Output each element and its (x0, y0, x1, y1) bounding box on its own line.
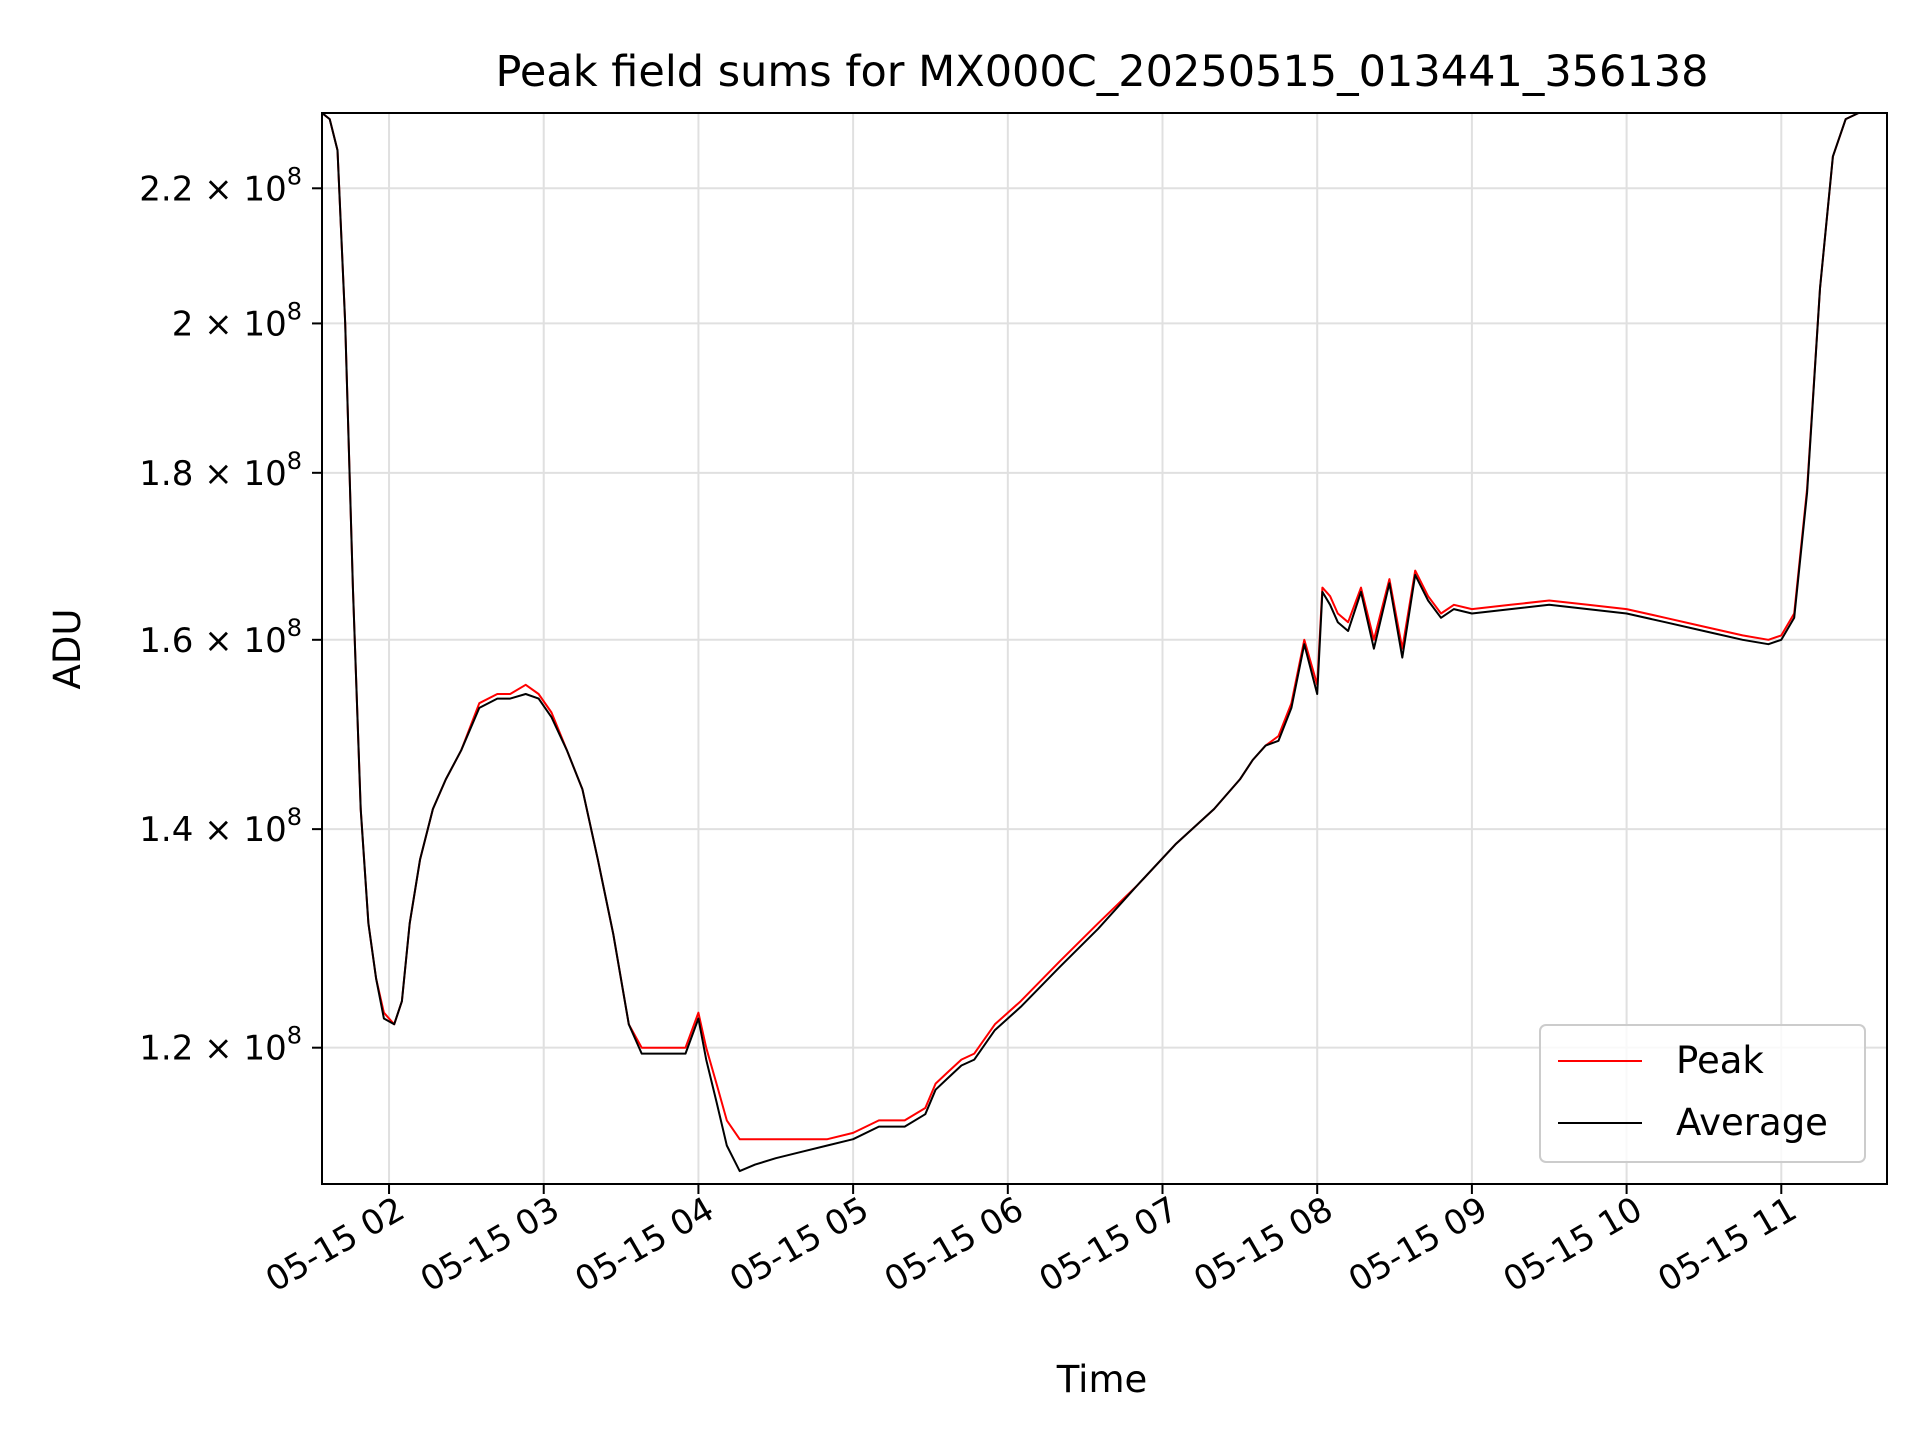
y-tick-label: 2 × 108 (172, 297, 302, 344)
y-tick-exponent: 8 (287, 297, 302, 325)
y-tick-label: 2.2 × 108 (139, 162, 302, 209)
y-tick-exponent: 8 (287, 1022, 302, 1050)
y-tick-mantissa: 1.6 × 10 (139, 621, 286, 661)
y-tick-exponent: 8 (287, 803, 302, 831)
y-tick-label: 1.6 × 108 (139, 614, 302, 661)
y-tick-label: 1.4 × 108 (139, 803, 302, 850)
legend-label-average: Average (1676, 1101, 1828, 1144)
x-tick-label: 05-15 05 (723, 1189, 875, 1300)
y-tick-exponent: 8 (287, 162, 302, 190)
x-tick-label: 05-15 03 (414, 1189, 566, 1300)
y-tick-label: 1.2 × 108 (139, 1022, 302, 1069)
legend: Peak Average (1539, 1024, 1866, 1163)
chart-title: Peak field sums for MX000C_20250515_0134… (496, 47, 1709, 97)
legend-label-peak: Peak (1676, 1039, 1764, 1082)
plot-frame (321, 112, 1888, 1185)
x-tick-label: 05-15 04 (569, 1189, 721, 1300)
y-tick-exponent: 8 (287, 447, 302, 475)
y-tick-mantissa: 2 × 10 (172, 304, 287, 344)
x-tick-label: 05-15 08 (1187, 1189, 1339, 1300)
y-tick-mantissa: 1.2 × 10 (139, 1029, 286, 1069)
y-tick-mantissa: 2.2 × 10 (139, 169, 286, 209)
x-tick-label: 05-15 07 (1033, 1189, 1185, 1300)
series-line-peak (322, 113, 1885, 1141)
y-axis-label: ADU (46, 609, 89, 690)
legend-box (1539, 1024, 1866, 1163)
x-tick-label: 05-15 10 (1497, 1189, 1649, 1300)
x-tick-label: 05-15 11 (1651, 1189, 1803, 1300)
y-tick-mantissa: 1.4 × 10 (139, 810, 286, 850)
x-ticks: 05-15 02 05-15 03 05-15 04 05-15 05 05-15 06… (259, 1184, 1804, 1300)
x-tick-label: 05-15 06 (878, 1189, 1030, 1300)
y-tick-label: 1.8 × 108 (139, 447, 302, 494)
plot-lines (322, 113, 1885, 1173)
x-tick-label: 05-15 02 (259, 1189, 411, 1300)
x-tick-label: 05-15 09 (1342, 1189, 1494, 1300)
y-tick-exponent: 8 (287, 614, 302, 642)
series-line-average (322, 113, 1885, 1173)
y-tick-mantissa: 1.8 × 10 (139, 454, 286, 494)
grid (322, 113, 1887, 1184)
x-axis-label: Time (1056, 1358, 1148, 1401)
